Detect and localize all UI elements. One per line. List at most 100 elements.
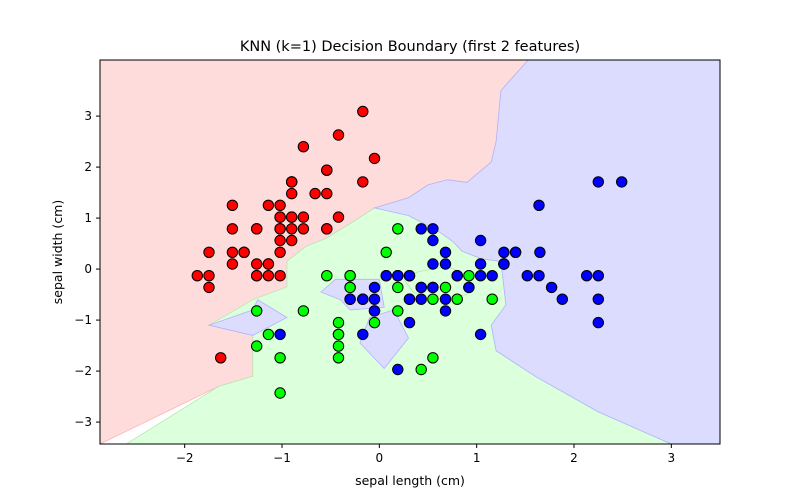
point-red-33 [332, 129, 345, 141]
point-red-25 [274, 270, 286, 282]
point-blue-39 [357, 328, 369, 341]
x-tick-label: 1 [473, 451, 481, 465]
point-green-10 [344, 270, 356, 282]
point-green-20 [321, 270, 333, 282]
point-green-2 [392, 305, 404, 317]
point-red-35 [274, 246, 286, 259]
point-blue-48 [368, 281, 381, 294]
x-axis: −2 −1 0 1 2 3 [176, 444, 675, 465]
point-blue-6 [427, 234, 439, 247]
point-red-47 [226, 246, 239, 259]
point-red-27 [297, 211, 310, 223]
point-red-30 [251, 258, 263, 270]
point-red-48 [309, 187, 321, 200]
point-blue-28 [521, 270, 533, 282]
plot-frame [99, 59, 721, 445]
point-blue-10 [474, 258, 487, 270]
point-green-14 [251, 305, 263, 317]
point-blue-43 [415, 281, 427, 294]
point-blue-27 [592, 316, 604, 329]
point-blue-11 [439, 293, 452, 305]
point-green-4 [415, 363, 427, 376]
point-blue-12 [344, 293, 356, 305]
point-red-17 [286, 211, 298, 223]
point-green-17 [368, 316, 381, 329]
point-red-10 [321, 187, 333, 200]
x-tick-label: −2 [176, 451, 194, 465]
chart-title: KNN (k=1) Decision Boundary (first 2 fea… [240, 39, 580, 55]
point-green-0 [427, 293, 439, 305]
x-tick-label: 2 [570, 451, 578, 465]
point-green-21 [451, 293, 463, 305]
point-blue-29 [427, 223, 439, 235]
point-red-45 [251, 270, 263, 282]
point-red-37 [262, 199, 275, 212]
y-tick-label: 0 [84, 262, 92, 276]
point-blue-40 [274, 328, 286, 341]
y-tick-label: 2 [84, 160, 92, 174]
point-blue-32 [581, 270, 593, 282]
point-red-13 [191, 270, 204, 282]
point-blue-22 [380, 270, 392, 282]
point-red-49 [274, 234, 286, 247]
point-blue-47 [392, 270, 404, 282]
point-blue-20 [427, 281, 439, 294]
point-blue-18 [403, 316, 416, 329]
point-red-18 [357, 176, 369, 188]
point-green-1 [332, 340, 345, 352]
point-red-4 [274, 199, 286, 212]
point-blue-33 [556, 293, 568, 305]
point-blue-13 [498, 246, 510, 259]
point-green-33 [392, 223, 404, 235]
point-blue-42 [368, 293, 381, 305]
region-blue-3 [207, 299, 288, 336]
x-tick-label: 3 [668, 451, 676, 465]
point-blue-14 [415, 293, 427, 305]
point-blue-0 [509, 246, 522, 259]
x-axis-label: sepal length (cm) [355, 473, 465, 488]
point-green-28 [486, 293, 498, 305]
point-blue-34 [451, 270, 463, 282]
point-blue-26 [592, 293, 604, 305]
y-axis: −3 −2 −1 0 1 2 3 [74, 109, 100, 429]
point-red-6 [226, 223, 239, 235]
point-red-14 [368, 152, 381, 165]
point-red-15 [357, 105, 369, 118]
point-red-16 [321, 164, 333, 176]
point-blue-24 [533, 199, 545, 212]
point-red-39 [286, 223, 298, 235]
point-red-38 [203, 270, 215, 282]
y-axis-label: sepal width (cm) [50, 200, 65, 304]
point-green-35 [439, 281, 452, 294]
point-blue-45 [592, 270, 604, 282]
decision-regions [100, 60, 720, 444]
point-red-46 [286, 176, 298, 188]
y-tick-label: −2 [74, 364, 92, 378]
point-red-28 [297, 223, 310, 235]
point-blue-8 [403, 293, 416, 305]
point-blue-23 [592, 176, 604, 188]
point-blue-46 [463, 281, 475, 294]
point-blue-17 [534, 246, 546, 259]
point-blue-30 [486, 270, 498, 282]
point-red-24 [251, 223, 263, 235]
point-red-32 [297, 141, 310, 153]
point-red-34 [262, 258, 275, 270]
point-green-26 [380, 246, 392, 259]
point-green-13 [427, 352, 439, 364]
point-blue-15 [439, 305, 452, 317]
point-red-26 [274, 223, 286, 235]
point-red-42 [203, 246, 215, 259]
point-blue-1 [439, 246, 452, 259]
point-blue-25 [616, 176, 628, 188]
point-blue-41 [392, 363, 404, 376]
point-blue-31 [545, 281, 558, 294]
point-blue-9 [439, 258, 452, 270]
point-blue-7 [357, 293, 369, 305]
y-tick-label: 1 [84, 211, 92, 225]
data-points [191, 105, 628, 399]
point-red-41 [215, 352, 227, 364]
y-tick-label: 3 [84, 109, 92, 123]
